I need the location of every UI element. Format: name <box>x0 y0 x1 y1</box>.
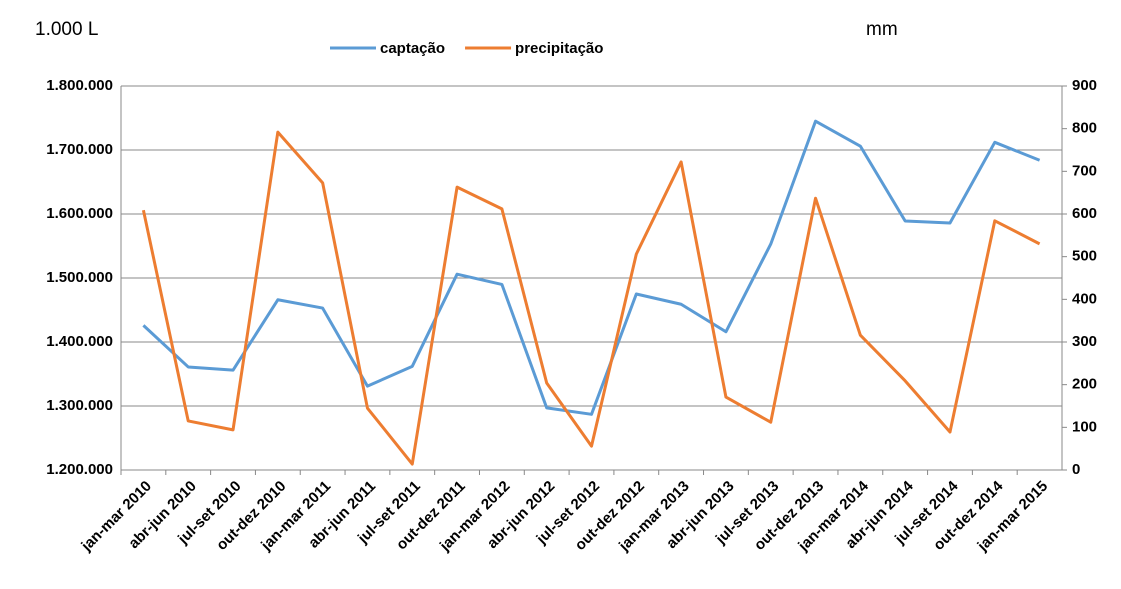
y2-tick-label: 600 <box>1072 205 1097 222</box>
y-tick-label: 1.300.000 <box>46 397 113 414</box>
y2-tick-label: 100 <box>1072 418 1097 435</box>
y-unit-label: 1.000 L <box>35 19 98 40</box>
y2-tick-label: 500 <box>1072 248 1097 265</box>
series-line <box>142 119 1041 416</box>
y2-tick-label: 900 <box>1072 77 1097 94</box>
legend-label: precipitação <box>515 40 603 57</box>
y-tick-label: 1.600.000 <box>46 205 113 222</box>
y2-unit-label: mm <box>866 19 898 40</box>
y2-tick-label: 400 <box>1072 290 1097 307</box>
y-tick-label: 1.500.000 <box>46 269 113 286</box>
y-tick-label: 1.200.000 <box>46 461 113 478</box>
y2-tick-label: 0 <box>1072 461 1080 478</box>
y2-tick-label: 200 <box>1072 376 1097 393</box>
legend-label: captação <box>380 40 445 57</box>
y-tick-label: 1.800.000 <box>46 77 113 94</box>
y-tick-label: 1.700.000 <box>46 141 113 158</box>
y-tick-label: 1.400.000 <box>46 333 113 350</box>
series-line <box>141 130 1041 466</box>
y2-tick-label: 300 <box>1072 333 1097 350</box>
y2-tick-label: 700 <box>1072 162 1097 179</box>
y2-tick-label: 800 <box>1072 120 1097 137</box>
